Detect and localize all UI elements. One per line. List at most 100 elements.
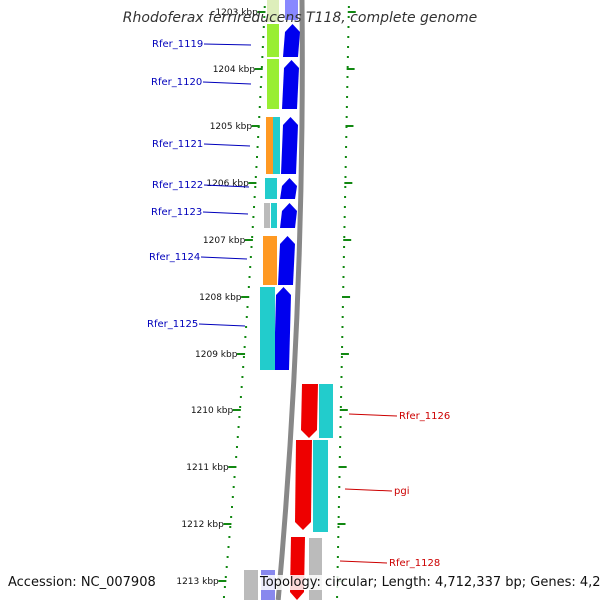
tick-dot — [339, 406, 342, 408]
tick-dot — [340, 366, 343, 368]
tick-mark — [340, 353, 349, 355]
cog-bar — [271, 203, 277, 228]
tick-mark — [248, 182, 257, 184]
genome-title: Rhodoferax ferrireducens T118, complete … — [122, 10, 478, 26]
tick-dot — [342, 256, 345, 258]
gene-label-left: Rfer_1123 — [151, 207, 202, 218]
tick-dot — [337, 536, 340, 538]
tick-dot — [342, 276, 345, 278]
tick-dot — [223, 586, 226, 588]
tick-dot — [341, 316, 344, 318]
gene-label-left: Rfer_1119 — [152, 39, 203, 50]
tick-dot — [339, 446, 342, 448]
tick-dot — [336, 556, 339, 558]
tick-dot — [227, 546, 230, 548]
tick-dot — [262, 36, 265, 38]
tick-mark — [232, 409, 241, 411]
tick-dot — [346, 76, 349, 78]
tick-dot — [222, 596, 225, 598]
tick-dot — [233, 476, 236, 478]
tick-dot — [239, 396, 242, 398]
tick-dot — [345, 146, 348, 148]
tick-dot — [341, 336, 344, 338]
tick-dot — [342, 286, 345, 288]
tick-dot — [259, 96, 262, 98]
tick-dot — [247, 286, 250, 288]
tick-mark — [254, 68, 263, 70]
tick-dot — [347, 46, 350, 48]
tick-dot — [224, 576, 227, 578]
tick-dot — [340, 386, 343, 388]
cog-bar — [260, 287, 275, 370]
gene-label-left: Rfer_1124 — [149, 252, 200, 263]
tick-dot — [337, 516, 340, 518]
tick-dot — [230, 506, 233, 508]
tick-mark — [345, 125, 354, 127]
tick-dot — [235, 456, 238, 458]
tick-dot — [342, 266, 345, 268]
tick-label: 1213 kbp — [176, 577, 219, 587]
tick-label: 1211 kbp — [186, 463, 229, 473]
tick-mark — [251, 125, 260, 127]
tick-dot — [231, 496, 234, 498]
tick-dot — [229, 526, 232, 528]
tick-dot — [343, 236, 346, 238]
tick-dot — [248, 276, 251, 278]
gene-leader-line — [344, 488, 393, 492]
tick-dot — [343, 206, 346, 208]
tick-dot — [253, 206, 256, 208]
tick-dot — [256, 146, 259, 148]
tick-dot — [338, 456, 341, 458]
tick-label: 1210 kbp — [191, 406, 234, 416]
tick-mark — [228, 466, 237, 468]
tick-dot — [239, 406, 242, 408]
tick-dot — [225, 566, 228, 568]
tick-dot — [240, 386, 243, 388]
topology-text: Topology: circular; Length: 4,712,337 bp… — [260, 575, 600, 590]
accession-text: Accession: NC_007908 — [8, 575, 156, 590]
tick-dot — [340, 376, 343, 378]
reverse-cds-3 — [290, 537, 305, 600]
cog-bar — [267, 0, 279, 22]
gene-leader-line — [202, 211, 249, 215]
cog-bar — [319, 384, 333, 438]
tick-dot — [259, 86, 262, 88]
tick-dot — [244, 336, 247, 338]
tick-dot — [249, 256, 252, 258]
tick-dot — [338, 496, 341, 498]
cog-bar — [267, 24, 279, 57]
tick-dot — [237, 426, 240, 428]
tick-mark — [241, 296, 250, 298]
tick-dot — [236, 436, 239, 438]
tick-label: 1206 kbp — [206, 179, 249, 189]
tick-label: 1205 kbp — [210, 122, 253, 132]
tick-dot — [232, 486, 235, 488]
forward-cds-1 — [283, 24, 300, 57]
cog-bar — [313, 440, 328, 532]
gene-leader-line — [198, 323, 246, 327]
tick-dot — [337, 546, 340, 548]
cog-bar — [273, 117, 280, 174]
cog-bar — [263, 236, 277, 285]
forward-cds-3 — [281, 117, 298, 174]
tick-dot — [226, 556, 229, 558]
tick-dot — [246, 306, 249, 308]
tick-dot — [235, 446, 238, 448]
tick-dot — [262, 26, 265, 28]
tick-dot — [344, 176, 347, 178]
tick-dot — [343, 246, 346, 248]
tick-dot — [263, 6, 266, 8]
tick-dot — [344, 156, 347, 158]
tick-dot — [256, 156, 259, 158]
tick-dot — [251, 226, 254, 228]
cog-bar — [265, 178, 277, 199]
tick-dot — [345, 116, 348, 118]
gene-label-left: Rfer_1125 — [147, 319, 198, 330]
tick-mark — [244, 239, 253, 241]
forward-cds-partial — [285, 0, 298, 20]
tick-mark — [237, 353, 246, 355]
gene-leader-line — [203, 43, 252, 46]
tick-dot — [251, 236, 254, 238]
tick-dot — [336, 566, 339, 568]
